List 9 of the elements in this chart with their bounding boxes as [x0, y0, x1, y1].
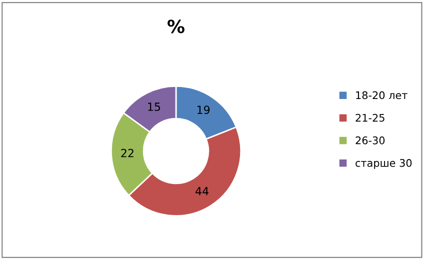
data-label: 22: [121, 148, 134, 158]
data-label: 44: [196, 187, 208, 196]
data-label: 19: [197, 106, 210, 114]
legend-label: старше 30: [356, 159, 412, 169]
legend-label: 21-25: [356, 114, 384, 122]
legend-label: 26-30: [356, 136, 385, 144]
legend-label: 18-20 лет: [356, 91, 408, 100]
data-label: 15: [148, 102, 160, 111]
chart-title: %: [168, 20, 184, 34]
